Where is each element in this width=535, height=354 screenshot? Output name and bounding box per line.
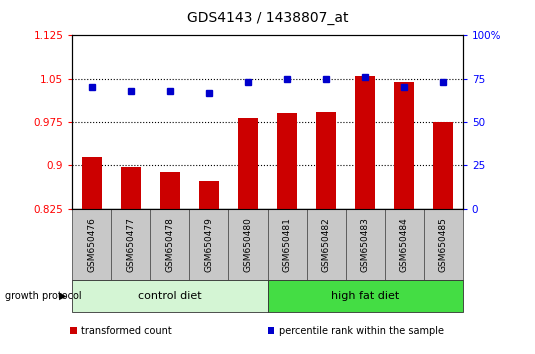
Text: GSM650485: GSM650485 xyxy=(439,217,448,272)
Bar xyxy=(121,167,141,209)
Bar xyxy=(433,122,453,209)
Bar xyxy=(385,209,424,280)
Text: GSM650484: GSM650484 xyxy=(400,217,409,272)
Bar xyxy=(268,209,307,280)
Text: GSM650481: GSM650481 xyxy=(282,217,292,272)
Bar xyxy=(238,118,258,209)
Bar xyxy=(189,209,228,280)
Bar xyxy=(160,172,180,209)
Bar xyxy=(316,112,336,209)
Bar xyxy=(72,280,268,312)
Bar xyxy=(355,76,375,209)
Text: GSM650479: GSM650479 xyxy=(204,217,213,272)
Text: control diet: control diet xyxy=(138,291,202,301)
Text: percentile rank within the sample: percentile rank within the sample xyxy=(279,326,444,336)
Text: GDS4143 / 1438807_at: GDS4143 / 1438807_at xyxy=(187,11,348,25)
Text: GSM650483: GSM650483 xyxy=(361,217,370,272)
Text: GSM650476: GSM650476 xyxy=(87,217,96,272)
Text: GSM650477: GSM650477 xyxy=(126,217,135,272)
Bar xyxy=(277,113,297,209)
Bar xyxy=(111,209,150,280)
Bar xyxy=(82,157,102,209)
Bar xyxy=(307,209,346,280)
Text: ▶: ▶ xyxy=(59,291,67,301)
Text: high fat diet: high fat diet xyxy=(331,291,399,301)
Text: transformed count: transformed count xyxy=(81,326,172,336)
Bar xyxy=(346,209,385,280)
Bar xyxy=(72,209,111,280)
Bar xyxy=(268,280,463,312)
Text: GSM650482: GSM650482 xyxy=(322,217,331,272)
Bar xyxy=(150,209,189,280)
Bar xyxy=(424,209,463,280)
Text: growth protocol: growth protocol xyxy=(5,291,82,301)
Bar xyxy=(199,181,219,209)
Text: GSM650480: GSM650480 xyxy=(243,217,253,272)
Text: GSM650478: GSM650478 xyxy=(165,217,174,272)
Bar xyxy=(228,209,268,280)
Bar xyxy=(394,82,414,209)
